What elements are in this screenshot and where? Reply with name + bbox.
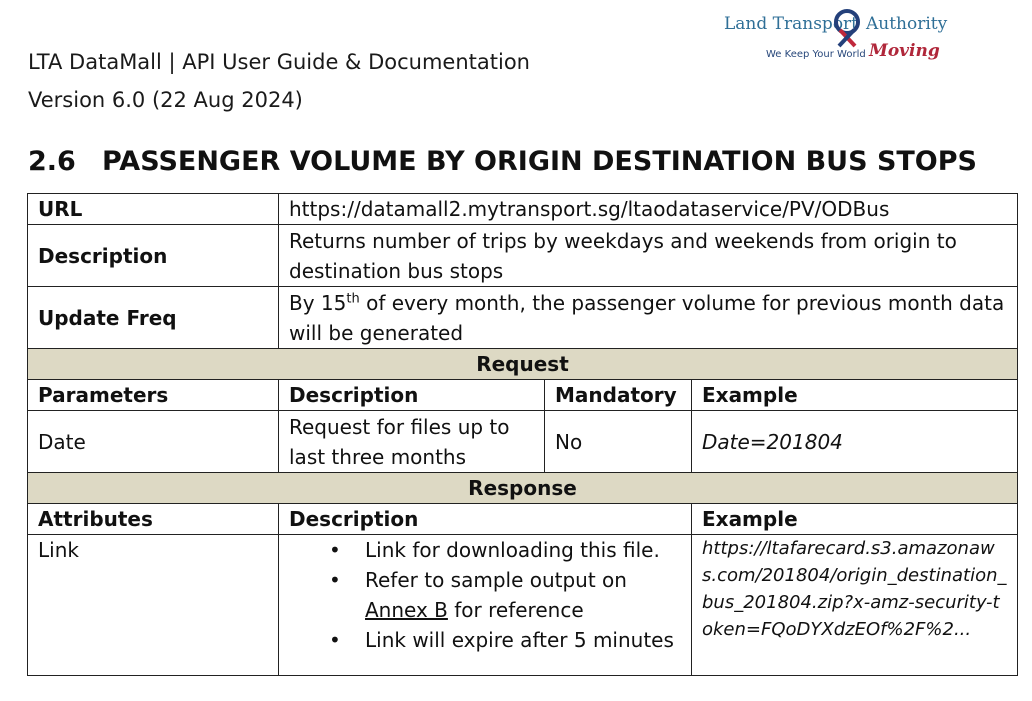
list-item: Link for downloading this file. — [329, 535, 681, 565]
url-row: URL https://datamall2.mytransport.sg/lta… — [27, 193, 1018, 225]
logo-name-left: Land Transport — [724, 14, 859, 34]
description-row: Description Returns number of trips by w… — [27, 224, 1018, 287]
document-version: Version 6.0 (22 Aug 2024) — [28, 88, 303, 112]
description-value: Returns number of trips by weekdays and … — [278, 224, 1018, 287]
logo-moving: Moving — [869, 41, 940, 61]
col-mandatory: Mandatory — [544, 379, 692, 411]
lta-logo: Land Transport Authority We Keep Your Wo… — [724, 8, 954, 70]
param-description: Request for files up to last three month… — [278, 410, 545, 473]
response-header-row: Attributes Description Example — [27, 503, 1018, 535]
response-heading: Response — [27, 472, 1018, 504]
attribute-example: https://ltafarecard.s3.amazonaws.com/201… — [691, 534, 1018, 676]
ribbon-icon — [834, 9, 860, 48]
col-response-example: Example — [691, 503, 1018, 535]
section-number: 2.6 — [28, 146, 76, 177]
attribute-name: Link — [27, 534, 279, 676]
param-mandatory: No — [544, 410, 692, 473]
update-freq-suffix: of every month, the passenger volume for… — [289, 290, 1005, 345]
example-url: https://ltafarecard.s3.amazonaws.com/201… — [702, 538, 1007, 640]
request-header-row: Parameters Description Mandatory Example — [27, 379, 1018, 411]
annex-b-link[interactable]: Annex B — [365, 598, 448, 622]
list-item: Refer to sample output on Annex B for re… — [329, 565, 681, 625]
bullet-text: Refer to sample output on — [365, 568, 627, 592]
col-example: Example — [691, 379, 1018, 411]
col-response-description: Description — [278, 503, 692, 535]
col-attributes: Attributes — [27, 503, 279, 535]
update-freq-label: Update Freq — [27, 286, 279, 349]
logo-tagline: We Keep Your World — [766, 49, 866, 60]
section-title: PASSENGER VOLUME BY ORIGIN DESTINATION B… — [102, 146, 977, 177]
table-row: Link Link for downloading this file. Ref… — [27, 534, 1018, 676]
col-description: Description — [278, 379, 545, 411]
attribute-description: Link for downloading this file. Refer to… — [278, 534, 692, 676]
request-band: Request — [27, 348, 1018, 380]
param-name: Date — [27, 410, 279, 473]
update-freq-row: Update Freq By 15th of every month, the … — [27, 286, 1018, 349]
param-example: Date=201804 — [691, 410, 1018, 473]
table-row: Date Request for files up to last three … — [27, 410, 1018, 473]
update-freq-sup: th — [346, 290, 360, 306]
update-freq-value: By 15th of every month, the passenger vo… — [278, 286, 1018, 349]
url-label: URL — [27, 193, 279, 225]
document-title: LTA DataMall | API User Guide & Document… — [28, 50, 530, 74]
api-spec-table: URL https://datamall2.mytransport.sg/lta… — [27, 193, 1018, 676]
update-freq-prefix: By 15 — [289, 290, 347, 315]
response-band: Response — [27, 472, 1018, 504]
col-parameters: Parameters — [27, 379, 279, 411]
list-item: Link will expire after 5 minutes — [329, 625, 681, 655]
request-heading: Request — [27, 348, 1018, 380]
bullet-suffix: for reference — [447, 598, 584, 622]
url-value: https://datamall2.mytransport.sg/ltaodat… — [278, 193, 1018, 225]
section-heading: 2.6 PASSENGER VOLUME BY ORIGIN DESTINATIO… — [28, 146, 977, 177]
logo-name-right: Authority — [866, 14, 948, 34]
description-label: Description — [27, 224, 279, 287]
